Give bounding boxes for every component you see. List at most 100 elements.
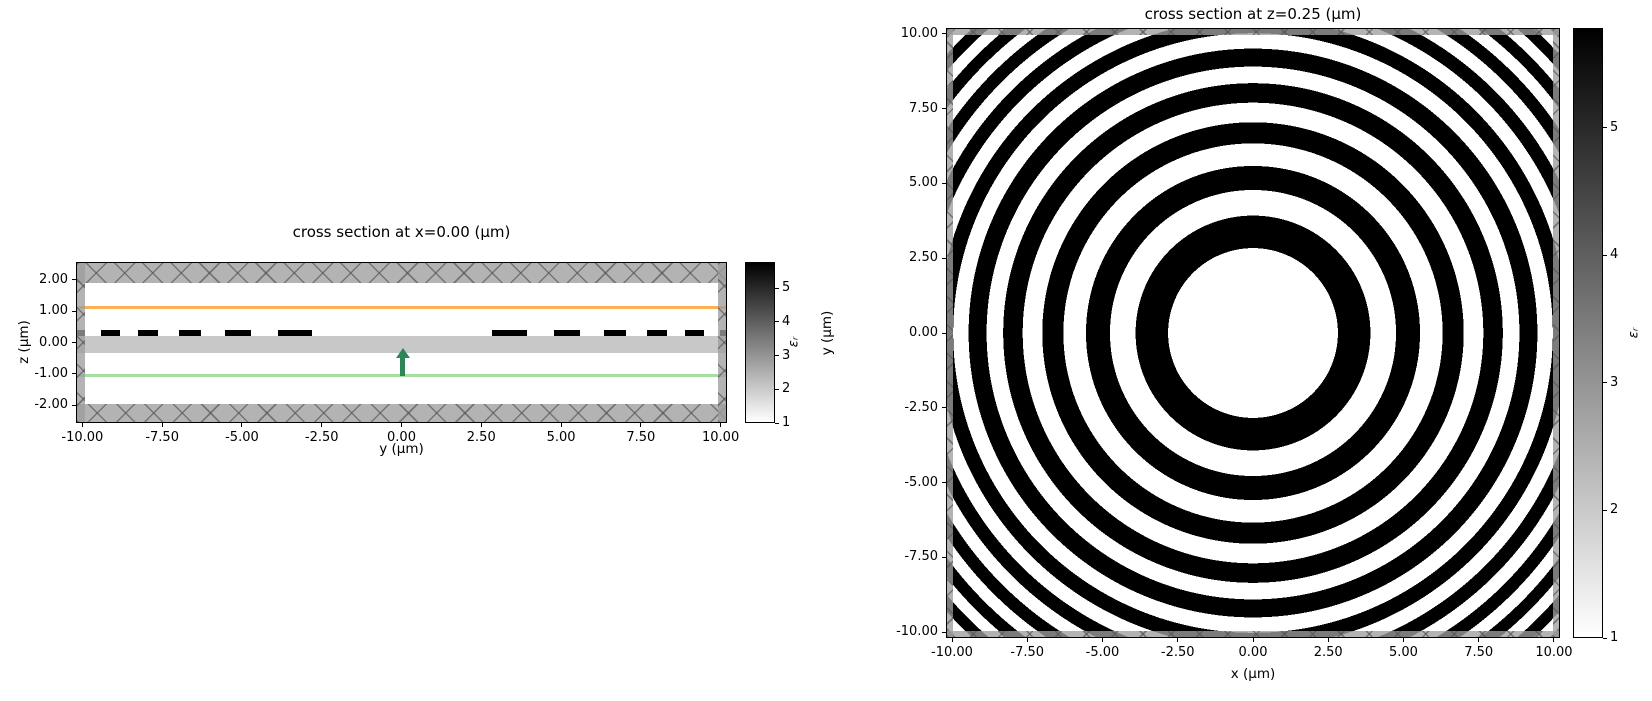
y-tick	[72, 279, 76, 281]
pml-region	[77, 404, 726, 422]
x-tick	[1327, 638, 1329, 642]
y-tick-label: 5.00	[909, 175, 938, 191]
y-tick-label: 2.00	[39, 271, 68, 287]
y-tick-label: 0.00	[909, 325, 938, 340]
colorbar-tick-label: 3	[1610, 374, 1619, 390]
x-tick-label: 5.00	[1389, 645, 1418, 660]
x-tick	[1252, 638, 1254, 642]
left-plot-axes	[76, 262, 727, 423]
colorbar-tick-label: 5	[1610, 119, 1619, 135]
y-tick	[942, 407, 946, 409]
colorbar-tick-label: 1	[1610, 630, 1619, 645]
x-tick-label: -5.00	[1085, 645, 1120, 660]
x-tick-label: 2.50	[466, 430, 496, 445]
x-tick	[1402, 638, 1404, 642]
left-plot-title: cross section at x=0.00 (μm)	[292, 223, 511, 241]
source-arrow-shaft	[400, 358, 405, 376]
pml-region	[1552, 29, 1559, 637]
ring-segment	[554, 329, 580, 336]
x-tick	[480, 423, 482, 427]
colorbar-tick	[1603, 637, 1607, 639]
x-tick	[1478, 638, 1480, 642]
ring-segment	[278, 329, 313, 336]
x-tick-label: 0.00	[387, 430, 416, 445]
x-tick-label: -7.50	[145, 430, 179, 445]
x-tick	[1177, 638, 1179, 642]
y-tick-label: 2.50	[909, 250, 938, 266]
colorbar-tick	[775, 355, 779, 357]
x-tick-label: 2.50	[1313, 645, 1343, 660]
right-plot-title: cross section at z=0.25 (μm)	[1144, 5, 1362, 23]
y-tick	[942, 108, 946, 110]
y-tick-label: -10.00	[896, 624, 938, 640]
y-tick-label: -2.00	[34, 397, 68, 413]
right-plot-axes	[946, 28, 1560, 638]
y-tick	[72, 342, 76, 343]
colorbar-tick-label: 1	[782, 415, 791, 430]
x-tick-label: -5.00	[225, 430, 259, 445]
colorbar-tick	[775, 388, 779, 390]
left-colorbar-label: εᵣ	[786, 336, 802, 348]
y-tick	[942, 33, 946, 35]
right-xaxis-label: x (μm)	[1230, 666, 1276, 682]
x-tick	[560, 423, 562, 427]
x-tick	[1553, 638, 1555, 642]
colorbar-tick	[1603, 127, 1607, 129]
colorbar-tick	[1603, 382, 1607, 384]
x-tick-label: -10.00	[931, 645, 973, 660]
x-tick-label: 7.50	[1464, 645, 1494, 660]
colorbar-tick-label: 3	[782, 347, 791, 363]
right-colorbar	[1573, 28, 1603, 638]
y-tick-label: -7.50	[904, 549, 938, 565]
ring-segment	[100, 329, 121, 336]
colorbar-tick	[775, 422, 779, 424]
y-tick	[72, 404, 76, 406]
source-arrow-head	[395, 348, 410, 359]
pml-region	[947, 29, 1559, 36]
colorbar-tick	[1603, 509, 1607, 511]
pml-region	[77, 263, 726, 283]
colorbar-tick	[775, 321, 779, 323]
x-tick	[401, 423, 402, 427]
right-yaxis-label: y (μm)	[819, 310, 835, 356]
colorbar-tick-label: 4	[1610, 247, 1619, 263]
pml-region	[947, 630, 1559, 637]
y-tick	[942, 182, 946, 184]
ring-segment	[684, 329, 705, 336]
x-tick-label: -10.00	[61, 430, 104, 445]
pml-region	[77, 263, 85, 422]
source-line	[77, 374, 726, 378]
ring-segment	[179, 329, 202, 336]
y-tick-label: 0.00	[39, 334, 68, 350]
x-tick-label: 10.00	[1535, 645, 1573, 660]
x-tick-label: -2.50	[304, 430, 339, 445]
colorbar-tick	[1603, 254, 1607, 256]
y-tick	[942, 257, 946, 259]
y-tick-label: 1.00	[39, 303, 68, 319]
pml-region	[947, 29, 954, 637]
monitor-line	[77, 306, 726, 310]
right-colorbar-label: εᵣ	[1626, 327, 1642, 339]
colorbar-tick-label: 2	[782, 381, 791, 397]
y-tick-label: -1.00	[34, 365, 68, 381]
substrate-slab	[77, 335, 726, 353]
y-tick-label: 7.50	[909, 100, 938, 116]
ring-segment	[603, 329, 626, 336]
ring-segment	[137, 329, 159, 336]
x-tick-label: 10.00	[702, 430, 740, 445]
pml-region	[718, 263, 726, 422]
x-tick-label: 7.50	[626, 430, 656, 445]
colorbar-tick-label: 5	[782, 280, 791, 296]
x-tick-label: 5.00	[546, 430, 576, 445]
colorbar-tick-label: 2	[1610, 502, 1619, 518]
x-tick-label: -7.50	[1010, 645, 1045, 660]
x-tick	[161, 423, 163, 427]
x-tick	[1102, 638, 1103, 642]
x-tick	[951, 638, 953, 642]
x-tick	[640, 423, 642, 427]
x-tick	[1026, 638, 1028, 642]
y-tick	[72, 373, 76, 375]
ring-segment	[225, 329, 251, 336]
y-tick	[72, 310, 76, 312]
